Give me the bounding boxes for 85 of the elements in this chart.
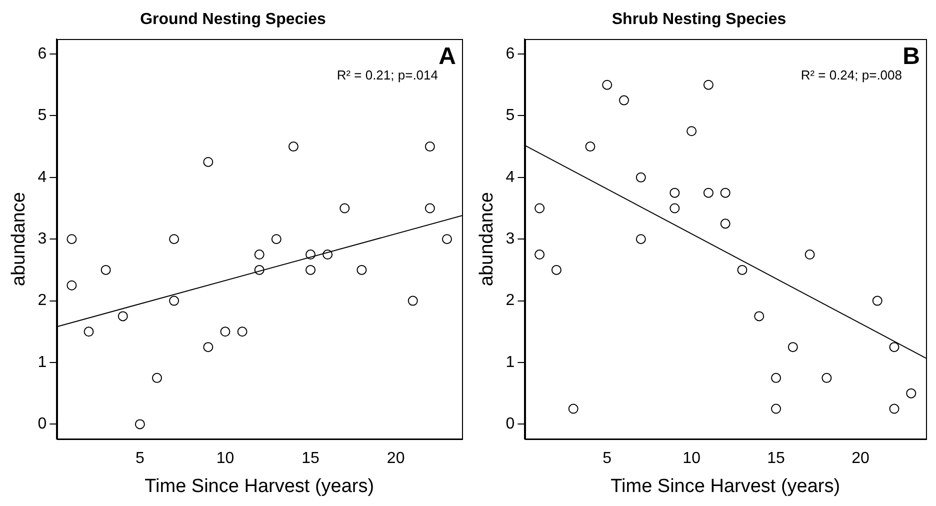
- point: [568, 404, 578, 414]
- y-tick-label: 1: [38, 354, 47, 371]
- point: [804, 250, 815, 260]
- point: [906, 388, 916, 398]
- point: [822, 372, 832, 383]
- point: [203, 156, 214, 167]
- point: [771, 404, 782, 414]
- point: [306, 264, 316, 275]
- x-tick-label: 20: [386, 450, 405, 468]
- annotation: R² = 0.21; p=.014: [336, 67, 438, 82]
- point: [84, 326, 94, 337]
- y-tick-label: 5: [506, 107, 515, 124]
- x-tick-label: 15: [302, 450, 320, 468]
- y-tick-label: 0: [38, 416, 47, 433]
- y-axis-title: abundance: [476, 192, 498, 286]
- annotation: B: [902, 42, 920, 70]
- point: [169, 296, 180, 306]
- y-tick-label: 2: [38, 292, 47, 310]
- point: [134, 419, 145, 430]
- point: [220, 326, 230, 337]
- point: [737, 264, 748, 275]
- point: [636, 234, 646, 244]
- x-tick-label: 10: [216, 450, 234, 468]
- x-tick-label: 10: [682, 450, 701, 468]
- y-tick-label: 5: [38, 107, 47, 124]
- point: [66, 280, 77, 290]
- point: [424, 203, 435, 214]
- point: [686, 126, 697, 136]
- y-tick-label: 4: [506, 168, 515, 186]
- point: [636, 172, 646, 182]
- point: [602, 80, 612, 90]
- point: [306, 250, 316, 260]
- chart-title: Shrub Nesting Species: [612, 11, 786, 28]
- point: [100, 264, 111, 275]
- x-tick-label: 20: [852, 450, 870, 468]
- y-tick-label: 6: [38, 45, 47, 62]
- y-tick-label: 3: [38, 230, 47, 248]
- chart-title: Ground Nesting Species: [140, 11, 326, 28]
- point: [619, 95, 630, 106]
- point: [534, 203, 545, 214]
- point: [322, 250, 333, 260]
- y-tick-label: 2: [506, 292, 515, 310]
- x-tick-label: 5: [135, 450, 144, 468]
- x-axis-title: Time Since Harvest (years): [610, 476, 840, 497]
- point: [356, 264, 367, 275]
- point: [872, 296, 882, 306]
- y-tick-label: 4: [38, 168, 47, 186]
- point: [754, 311, 764, 322]
- point: [889, 404, 900, 414]
- point: [551, 264, 562, 275]
- point: [118, 311, 128, 322]
- y-tick-label: 1: [506, 354, 515, 371]
- point: [720, 188, 730, 198]
- point: [788, 342, 798, 352]
- y-axis-title: abundance: [8, 192, 30, 286]
- point: [889, 342, 900, 352]
- point: [585, 142, 596, 152]
- point: [534, 250, 545, 260]
- annotation: A: [438, 42, 456, 70]
- point: [66, 234, 77, 244]
- x-tick-label: 5: [602, 450, 612, 468]
- point: [670, 203, 680, 214]
- y-tick-label: 3: [506, 230, 515, 248]
- point: [203, 342, 214, 352]
- point: [254, 264, 264, 275]
- point: [771, 372, 782, 383]
- point: [424, 142, 435, 152]
- point: [340, 203, 350, 214]
- point: [271, 234, 282, 244]
- point: [237, 326, 248, 337]
- x-tick-label: 15: [767, 450, 786, 468]
- point: [169, 234, 180, 244]
- point: [720, 218, 730, 229]
- point: [703, 80, 714, 90]
- point: [408, 296, 418, 306]
- y-tick-label: 0: [506, 416, 515, 433]
- point: [670, 188, 680, 198]
- y-tick-label: 6: [506, 45, 515, 62]
- point: [254, 250, 264, 260]
- annotation: R² = 0.24; p=.008: [800, 67, 902, 82]
- point: [288, 142, 298, 152]
- point: [152, 372, 162, 383]
- x-axis-title: Time Since Harvest (years): [144, 476, 374, 497]
- point: [703, 188, 714, 198]
- point: [442, 234, 452, 244]
